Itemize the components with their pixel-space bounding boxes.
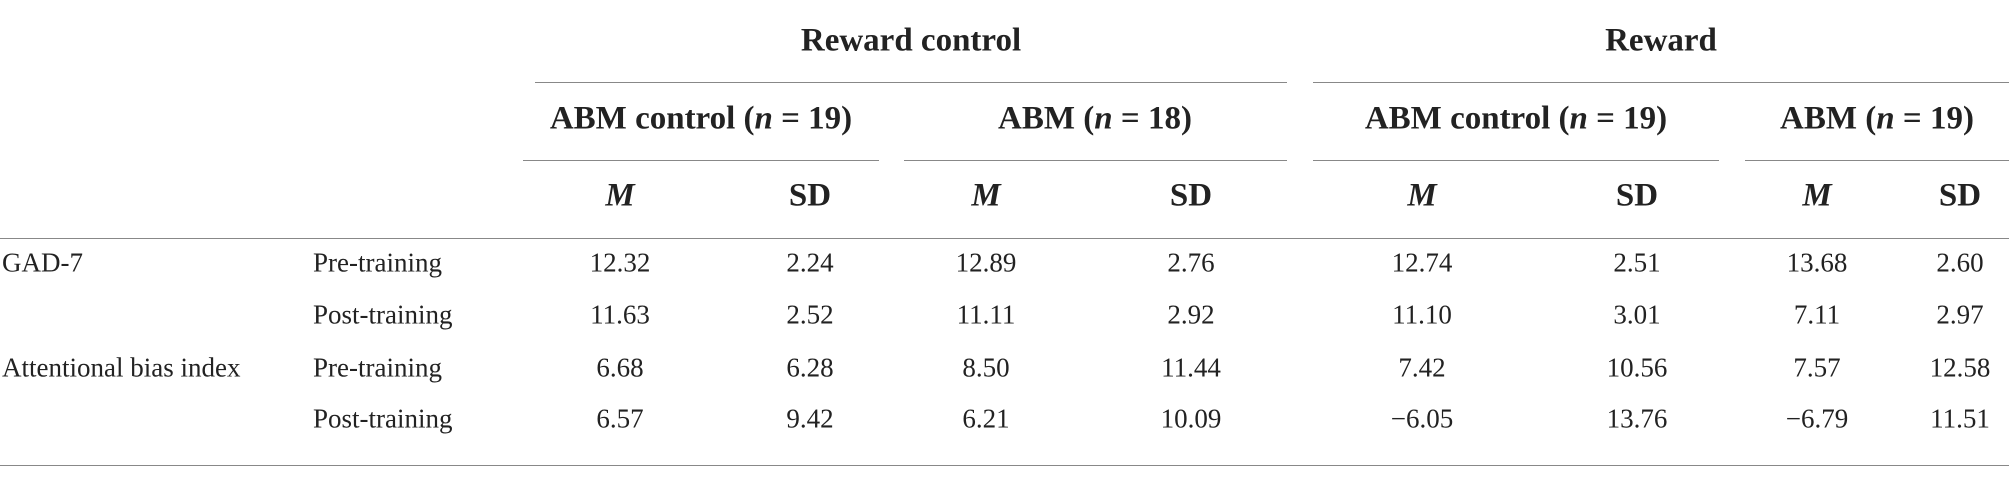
subgroup-header: ABM (n = 19) bbox=[1780, 101, 1974, 138]
subgroup-text: n bbox=[754, 100, 773, 137]
cell: 10.09 bbox=[1160, 403, 1222, 434]
cell: 8.50 bbox=[962, 352, 1010, 383]
cell: 10.56 bbox=[1606, 352, 1668, 383]
rule bbox=[523, 160, 879, 161]
cell: 2.51 bbox=[1613, 247, 1661, 278]
subgroup-text: ABM ( bbox=[998, 100, 1095, 137]
cell: 11.63 bbox=[590, 299, 650, 330]
cell: 2.24 bbox=[786, 247, 834, 278]
cell: 13.76 bbox=[1606, 403, 1668, 434]
cell: 11.10 bbox=[1392, 299, 1452, 330]
subgroup-text: n bbox=[1876, 100, 1895, 137]
rule bbox=[0, 465, 2009, 466]
subgroup-text: = 19) bbox=[772, 100, 853, 137]
cell: 11.11 bbox=[956, 299, 1016, 330]
subgroup-text: = 18) bbox=[1112, 100, 1192, 137]
cell: 9.42 bbox=[786, 403, 834, 434]
subgroup-text: ABM control ( bbox=[549, 100, 755, 137]
stat-header: SD bbox=[1169, 177, 1213, 214]
time-label: Pre-training bbox=[313, 352, 442, 383]
subgroup-text: = 19) bbox=[1894, 100, 1974, 137]
stat-header: SD bbox=[788, 177, 832, 214]
cell: −6.79 bbox=[1785, 403, 1849, 434]
cell: 12.89 bbox=[955, 247, 1017, 278]
subgroup-text: ABM ( bbox=[1780, 100, 1877, 137]
stat-header: M bbox=[1407, 177, 1437, 214]
subgroup-text: n bbox=[1569, 100, 1588, 137]
cell: −6.05 bbox=[1390, 403, 1454, 434]
cell: 6.68 bbox=[596, 352, 644, 383]
rule bbox=[904, 160, 1287, 161]
rule bbox=[1745, 160, 2009, 161]
cell: 3.01 bbox=[1613, 299, 1661, 330]
cell: 6.28 bbox=[786, 352, 834, 383]
cell: 7.42 bbox=[1398, 352, 1446, 383]
row-label: Attentional bias index bbox=[2, 352, 241, 383]
time-label: Pre-training bbox=[313, 247, 442, 278]
stat-header: M bbox=[971, 177, 1001, 214]
cell: 2.76 bbox=[1167, 247, 1215, 278]
row-label: GAD-7 bbox=[2, 247, 83, 278]
subgroup-text: = 19) bbox=[1587, 100, 1668, 137]
subgroup-header: ABM control (n = 19) bbox=[1365, 101, 1667, 138]
cell: 12.74 bbox=[1391, 247, 1453, 278]
cell: 2.92 bbox=[1167, 299, 1215, 330]
cell: 2.60 bbox=[1936, 247, 1984, 278]
stat-header: SD bbox=[1615, 177, 1659, 214]
cell: 6.57 bbox=[596, 403, 644, 434]
cell: 6.21 bbox=[962, 403, 1010, 434]
stat-header: SD bbox=[1938, 177, 1982, 214]
time-label: Post-training bbox=[313, 403, 453, 434]
cell: 11.44 bbox=[1161, 352, 1221, 383]
subgroup-header: ABM (n = 18) bbox=[998, 101, 1192, 138]
group-header: Reward bbox=[1605, 22, 1717, 59]
subgroup-text: ABM control ( bbox=[1364, 100, 1570, 137]
subgroup-header: ABM control (n = 19) bbox=[550, 101, 852, 138]
subgroup-text: n bbox=[1094, 100, 1113, 137]
rule bbox=[0, 238, 2009, 239]
stat-header: M bbox=[1802, 177, 1832, 214]
cell: 12.32 bbox=[589, 247, 651, 278]
cell: 12.58 bbox=[1929, 352, 1991, 383]
rule bbox=[1313, 82, 2009, 83]
group-header: Reward control bbox=[800, 22, 1022, 59]
cell: 7.57 bbox=[1793, 352, 1841, 383]
cell: 2.52 bbox=[786, 299, 834, 330]
cell: 11.51 bbox=[1930, 403, 1990, 434]
time-label: Post-training bbox=[313, 299, 453, 330]
rule bbox=[1313, 160, 1719, 161]
rule bbox=[535, 82, 1287, 83]
stat-header: M bbox=[605, 177, 635, 214]
cell: 13.68 bbox=[1786, 247, 1848, 278]
cell: 2.97 bbox=[1936, 299, 1984, 330]
cell: 7.11 bbox=[1793, 299, 1841, 330]
